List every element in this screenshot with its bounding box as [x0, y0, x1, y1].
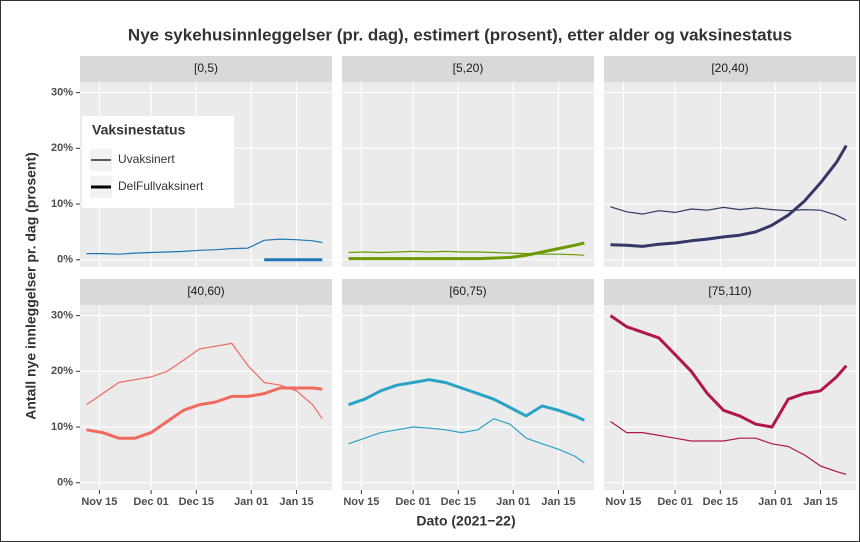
strip — [80, 56, 332, 82]
legend-label: DelFullvaksinert — [118, 179, 204, 193]
x-tick-label: Jan 01 — [758, 496, 792, 508]
x-tick-label: Nov 15 — [605, 496, 641, 508]
x-tick-label: Dec 01 — [657, 496, 692, 508]
strip-label: [60,75) — [449, 284, 486, 298]
x-tick-label: Nov 15 — [343, 496, 379, 508]
legend-label: Uvaksinert — [118, 152, 175, 166]
x-tick-label: Dec 15 — [441, 496, 476, 508]
series-line — [348, 241, 585, 261]
y-tick-label: 20% — [51, 142, 73, 154]
strip — [342, 56, 594, 82]
strip-label: [40,60) — [187, 284, 224, 298]
panel — [342, 305, 594, 490]
chart-title: Nye sykehusinnleggelser (pr. dag), estim… — [128, 25, 792, 44]
y-axis-title: Antall nye innleggelser pr. dag (prosent… — [23, 152, 39, 420]
series-line — [348, 250, 585, 256]
x-axis-title: Dato (2021−22) — [416, 513, 515, 529]
strip — [604, 279, 856, 305]
strip-label: [5,20) — [453, 61, 484, 75]
x-tick-label: Jan 15 — [803, 496, 837, 508]
y-tick-label: 30% — [51, 309, 73, 321]
y-tick-label: 30% — [51, 86, 73, 98]
x-tick-label: Jan 01 — [234, 496, 268, 508]
y-tick-label: 10% — [51, 421, 73, 433]
series-line — [86, 386, 323, 440]
series-line — [610, 144, 848, 248]
x-tick-label: Jan 15 — [541, 496, 575, 508]
strip-label: [0,5) — [194, 61, 218, 75]
panel — [604, 305, 856, 490]
series-line — [610, 206, 847, 221]
y-tick-label: 0% — [57, 477, 73, 489]
x-tick-label: Jan 15 — [279, 496, 313, 508]
y-tick-label: 0% — [57, 254, 73, 266]
x-tick-label: Nov 15 — [81, 496, 117, 508]
strip — [342, 279, 594, 305]
series-line — [86, 238, 323, 255]
x-tick-label: Dec 01 — [395, 496, 430, 508]
series-line — [609, 314, 848, 429]
strip — [604, 56, 856, 82]
x-tick-label: Dec 15 — [179, 496, 214, 508]
x-tick-label: Dec 15 — [703, 496, 738, 508]
panel — [342, 82, 594, 267]
y-tick-label: 20% — [51, 365, 73, 377]
legend-title: Vaksinestatus — [92, 122, 186, 138]
strip-label: [75,110) — [708, 284, 751, 298]
x-tick-label: Dec 01 — [133, 496, 168, 508]
strip — [80, 279, 332, 305]
y-tick-label: 10% — [51, 198, 73, 210]
series-line — [348, 378, 585, 422]
panel — [604, 82, 856, 267]
x-tick-label: Jan 01 — [496, 496, 530, 508]
series-line — [348, 418, 585, 464]
panel — [80, 305, 332, 490]
series-line — [610, 421, 847, 475]
strip-label: [20,40) — [711, 61, 748, 75]
